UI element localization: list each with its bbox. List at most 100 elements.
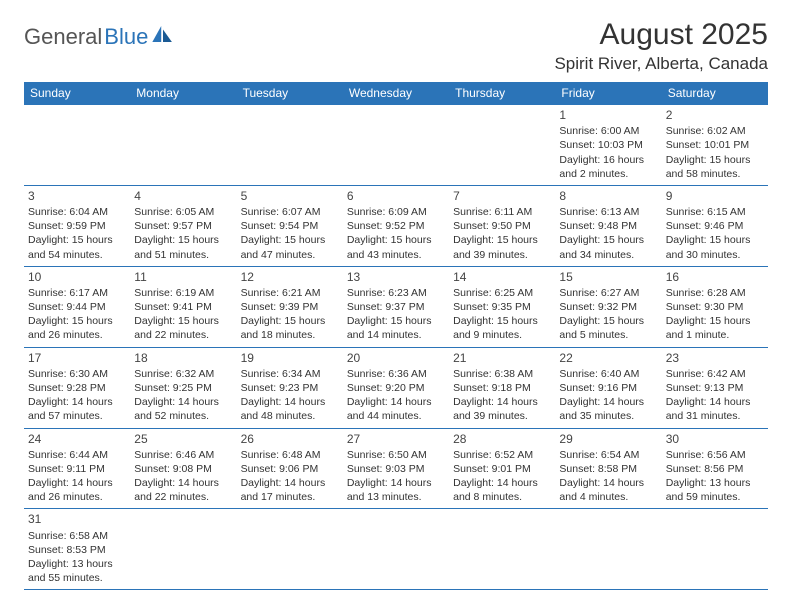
sunrise-text: Sunrise: 6:11 AM bbox=[453, 205, 551, 219]
calendar-day-cell: 28Sunrise: 6:52 AMSunset: 9:01 PMDayligh… bbox=[449, 428, 555, 509]
sunset-text: Sunset: 9:25 PM bbox=[134, 381, 232, 395]
sunrise-text: Sunrise: 6:34 AM bbox=[241, 367, 339, 381]
daylight-text: and 18 minutes. bbox=[241, 328, 339, 342]
sunrise-text: Sunrise: 6:04 AM bbox=[28, 205, 126, 219]
calendar-empty-cell bbox=[130, 105, 236, 186]
calendar-day-cell: 15Sunrise: 6:27 AMSunset: 9:32 PMDayligh… bbox=[555, 266, 661, 347]
daylight-text: and 26 minutes. bbox=[28, 490, 126, 504]
sunrise-text: Sunrise: 6:50 AM bbox=[347, 448, 445, 462]
daylight-text: Daylight: 15 hours bbox=[559, 314, 657, 328]
daylight-text: and 1 minute. bbox=[666, 328, 764, 342]
daylight-text: Daylight: 14 hours bbox=[134, 395, 232, 409]
daylight-text: Daylight: 14 hours bbox=[347, 476, 445, 490]
daylight-text: and 17 minutes. bbox=[241, 490, 339, 504]
day-number: 28 bbox=[453, 431, 551, 447]
day-number: 30 bbox=[666, 431, 764, 447]
sunset-text: Sunset: 9:52 PM bbox=[347, 219, 445, 233]
sunset-text: Sunset: 8:53 PM bbox=[28, 543, 126, 557]
calendar-week-row: 24Sunrise: 6:44 AMSunset: 9:11 PMDayligh… bbox=[24, 428, 768, 509]
daylight-text: Daylight: 14 hours bbox=[453, 395, 551, 409]
sail-icon bbox=[152, 26, 174, 42]
daylight-text: and 14 minutes. bbox=[347, 328, 445, 342]
sunrise-text: Sunrise: 6:32 AM bbox=[134, 367, 232, 381]
daylight-text: and 5 minutes. bbox=[559, 328, 657, 342]
daylight-text: Daylight: 15 hours bbox=[347, 233, 445, 247]
sunset-text: Sunset: 9:11 PM bbox=[28, 462, 126, 476]
sunset-text: Sunset: 9:23 PM bbox=[241, 381, 339, 395]
sunset-text: Sunset: 9:06 PM bbox=[241, 462, 339, 476]
daylight-text: and 9 minutes. bbox=[453, 328, 551, 342]
daylight-text: Daylight: 14 hours bbox=[28, 395, 126, 409]
calendar-day-cell: 9Sunrise: 6:15 AMSunset: 9:46 PMDaylight… bbox=[662, 185, 768, 266]
daylight-text: Daylight: 15 hours bbox=[28, 233, 126, 247]
sunset-text: Sunset: 8:58 PM bbox=[559, 462, 657, 476]
sunrise-text: Sunrise: 6:13 AM bbox=[559, 205, 657, 219]
day-number: 27 bbox=[347, 431, 445, 447]
sunrise-text: Sunrise: 6:15 AM bbox=[666, 205, 764, 219]
sunrise-text: Sunrise: 6:52 AM bbox=[453, 448, 551, 462]
daylight-text: Daylight: 14 hours bbox=[453, 476, 551, 490]
daylight-text: Daylight: 15 hours bbox=[134, 314, 232, 328]
calendar-empty-cell bbox=[343, 509, 449, 590]
calendar-day-cell: 18Sunrise: 6:32 AMSunset: 9:25 PMDayligh… bbox=[130, 347, 236, 428]
day-number: 10 bbox=[28, 269, 126, 285]
day-number: 24 bbox=[28, 431, 126, 447]
daylight-text: and 22 minutes. bbox=[134, 328, 232, 342]
sunrise-text: Sunrise: 6:40 AM bbox=[559, 367, 657, 381]
calendar-day-cell: 23Sunrise: 6:42 AMSunset: 9:13 PMDayligh… bbox=[662, 347, 768, 428]
sunrise-text: Sunrise: 6:21 AM bbox=[241, 286, 339, 300]
daylight-text: Daylight: 14 hours bbox=[28, 476, 126, 490]
sunset-text: Sunset: 9:13 PM bbox=[666, 381, 764, 395]
sunrise-text: Sunrise: 6:28 AM bbox=[666, 286, 764, 300]
day-number: 23 bbox=[666, 350, 764, 366]
daylight-text: and 4 minutes. bbox=[559, 490, 657, 504]
day-header: Thursday bbox=[449, 82, 555, 105]
calendar-table: SundayMondayTuesdayWednesdayThursdayFrid… bbox=[24, 82, 768, 590]
title-block: August 2025 Spirit River, Alberta, Canad… bbox=[554, 18, 768, 74]
sunrise-text: Sunrise: 6:42 AM bbox=[666, 367, 764, 381]
day-number: 14 bbox=[453, 269, 551, 285]
calendar-day-cell: 12Sunrise: 6:21 AMSunset: 9:39 PMDayligh… bbox=[237, 266, 343, 347]
sunset-text: Sunset: 9:01 PM bbox=[453, 462, 551, 476]
calendar-day-cell: 4Sunrise: 6:05 AMSunset: 9:57 PMDaylight… bbox=[130, 185, 236, 266]
daylight-text: and 55 minutes. bbox=[28, 571, 126, 585]
sunrise-text: Sunrise: 6:44 AM bbox=[28, 448, 126, 462]
daylight-text: and 59 minutes. bbox=[666, 490, 764, 504]
daylight-text: and 22 minutes. bbox=[134, 490, 232, 504]
day-number: 8 bbox=[559, 188, 657, 204]
sunrise-text: Sunrise: 6:23 AM bbox=[347, 286, 445, 300]
calendar-day-cell: 22Sunrise: 6:40 AMSunset: 9:16 PMDayligh… bbox=[555, 347, 661, 428]
daylight-text: and 2 minutes. bbox=[559, 167, 657, 181]
sunset-text: Sunset: 9:57 PM bbox=[134, 219, 232, 233]
daylight-text: Daylight: 13 hours bbox=[28, 557, 126, 571]
sunrise-text: Sunrise: 6:05 AM bbox=[134, 205, 232, 219]
day-number: 1 bbox=[559, 107, 657, 123]
calendar-week-row: 17Sunrise: 6:30 AMSunset: 9:28 PMDayligh… bbox=[24, 347, 768, 428]
sunrise-text: Sunrise: 6:00 AM bbox=[559, 124, 657, 138]
calendar-day-cell: 21Sunrise: 6:38 AMSunset: 9:18 PMDayligh… bbox=[449, 347, 555, 428]
daylight-text: and 35 minutes. bbox=[559, 409, 657, 423]
day-number: 29 bbox=[559, 431, 657, 447]
sunset-text: Sunset: 9:46 PM bbox=[666, 219, 764, 233]
daylight-text: Daylight: 14 hours bbox=[347, 395, 445, 409]
day-header: Monday bbox=[130, 82, 236, 105]
sunrise-text: Sunrise: 6:58 AM bbox=[28, 529, 126, 543]
day-header: Tuesday bbox=[237, 82, 343, 105]
location-subtitle: Spirit River, Alberta, Canada bbox=[554, 54, 768, 74]
sunset-text: Sunset: 9:03 PM bbox=[347, 462, 445, 476]
calendar-day-cell: 11Sunrise: 6:19 AMSunset: 9:41 PMDayligh… bbox=[130, 266, 236, 347]
sunrise-text: Sunrise: 6:38 AM bbox=[453, 367, 551, 381]
calendar-empty-cell bbox=[662, 509, 768, 590]
daylight-text: and 51 minutes. bbox=[134, 248, 232, 262]
day-number: 19 bbox=[241, 350, 339, 366]
daylight-text: and 57 minutes. bbox=[28, 409, 126, 423]
daylight-text: Daylight: 14 hours bbox=[241, 395, 339, 409]
calendar-week-row: 1Sunrise: 6:00 AMSunset: 10:03 PMDayligh… bbox=[24, 105, 768, 186]
calendar-day-cell: 7Sunrise: 6:11 AMSunset: 9:50 PMDaylight… bbox=[449, 185, 555, 266]
sunset-text: Sunset: 9:32 PM bbox=[559, 300, 657, 314]
sunrise-text: Sunrise: 6:36 AM bbox=[347, 367, 445, 381]
daylight-text: and 39 minutes. bbox=[453, 409, 551, 423]
sunset-text: Sunset: 9:20 PM bbox=[347, 381, 445, 395]
day-number: 22 bbox=[559, 350, 657, 366]
daylight-text: and 13 minutes. bbox=[347, 490, 445, 504]
